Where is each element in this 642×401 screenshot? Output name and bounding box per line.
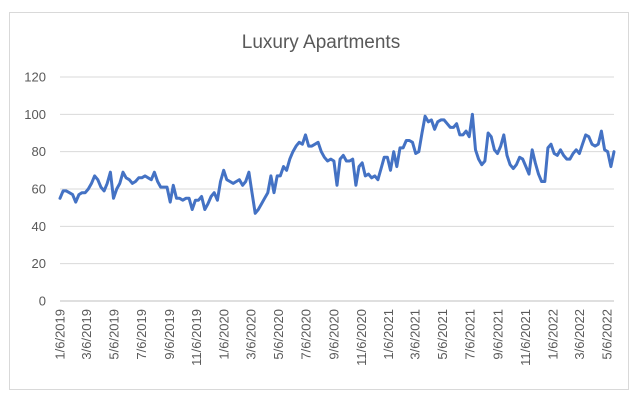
series-line [58,112,616,215]
y-tick-label: 20 [32,256,46,271]
y-tick-label: 0 [39,294,46,309]
x-tick-label: 1/6/2020 [217,309,232,360]
y-tick-label: 120 [24,70,46,85]
chart-title: Luxury Apartments [241,32,401,53]
x-tick-label: 5/6/2019 [106,309,121,360]
x-tick-label: 1/6/2022 [545,309,560,360]
y-tick-label: 60 [32,182,46,197]
x-tick-label: 3/6/2019 [79,309,94,360]
x-tick-label: 9/6/2020 [326,309,341,360]
x-tick-label: 5/6/2020 [271,309,286,360]
x-tick-label: 1/6/2021 [381,309,396,360]
x-tick-label: 11/6/2019 [189,309,204,366]
x-tick-label: 9/6/2019 [162,309,177,360]
x-tick-label: 5/6/2021 [435,309,450,360]
x-tick-label: 5/6/2022 [599,309,614,360]
x-tick-label: 3/6/2021 [408,309,423,360]
x-tick-label: 9/6/2021 [490,309,505,360]
x-tick-label: 7/6/2020 [298,309,313,360]
y-tick-label: 40 [32,219,46,234]
x-tick-label: 11/6/2020 [354,309,369,366]
y-tick-label: 80 [32,144,46,159]
x-tick-label: 3/6/2022 [572,309,587,360]
x-tick-label: 3/6/2020 [244,309,259,360]
chart-frame [9,12,629,390]
x-tick-label: 1/6/2019 [53,309,68,360]
y-tick-label: 100 [24,107,46,122]
x-tick-label: 11/6/2021 [518,309,533,366]
x-tick-label: 7/6/2019 [134,309,149,360]
x-tick-label: 7/6/2021 [463,309,478,360]
